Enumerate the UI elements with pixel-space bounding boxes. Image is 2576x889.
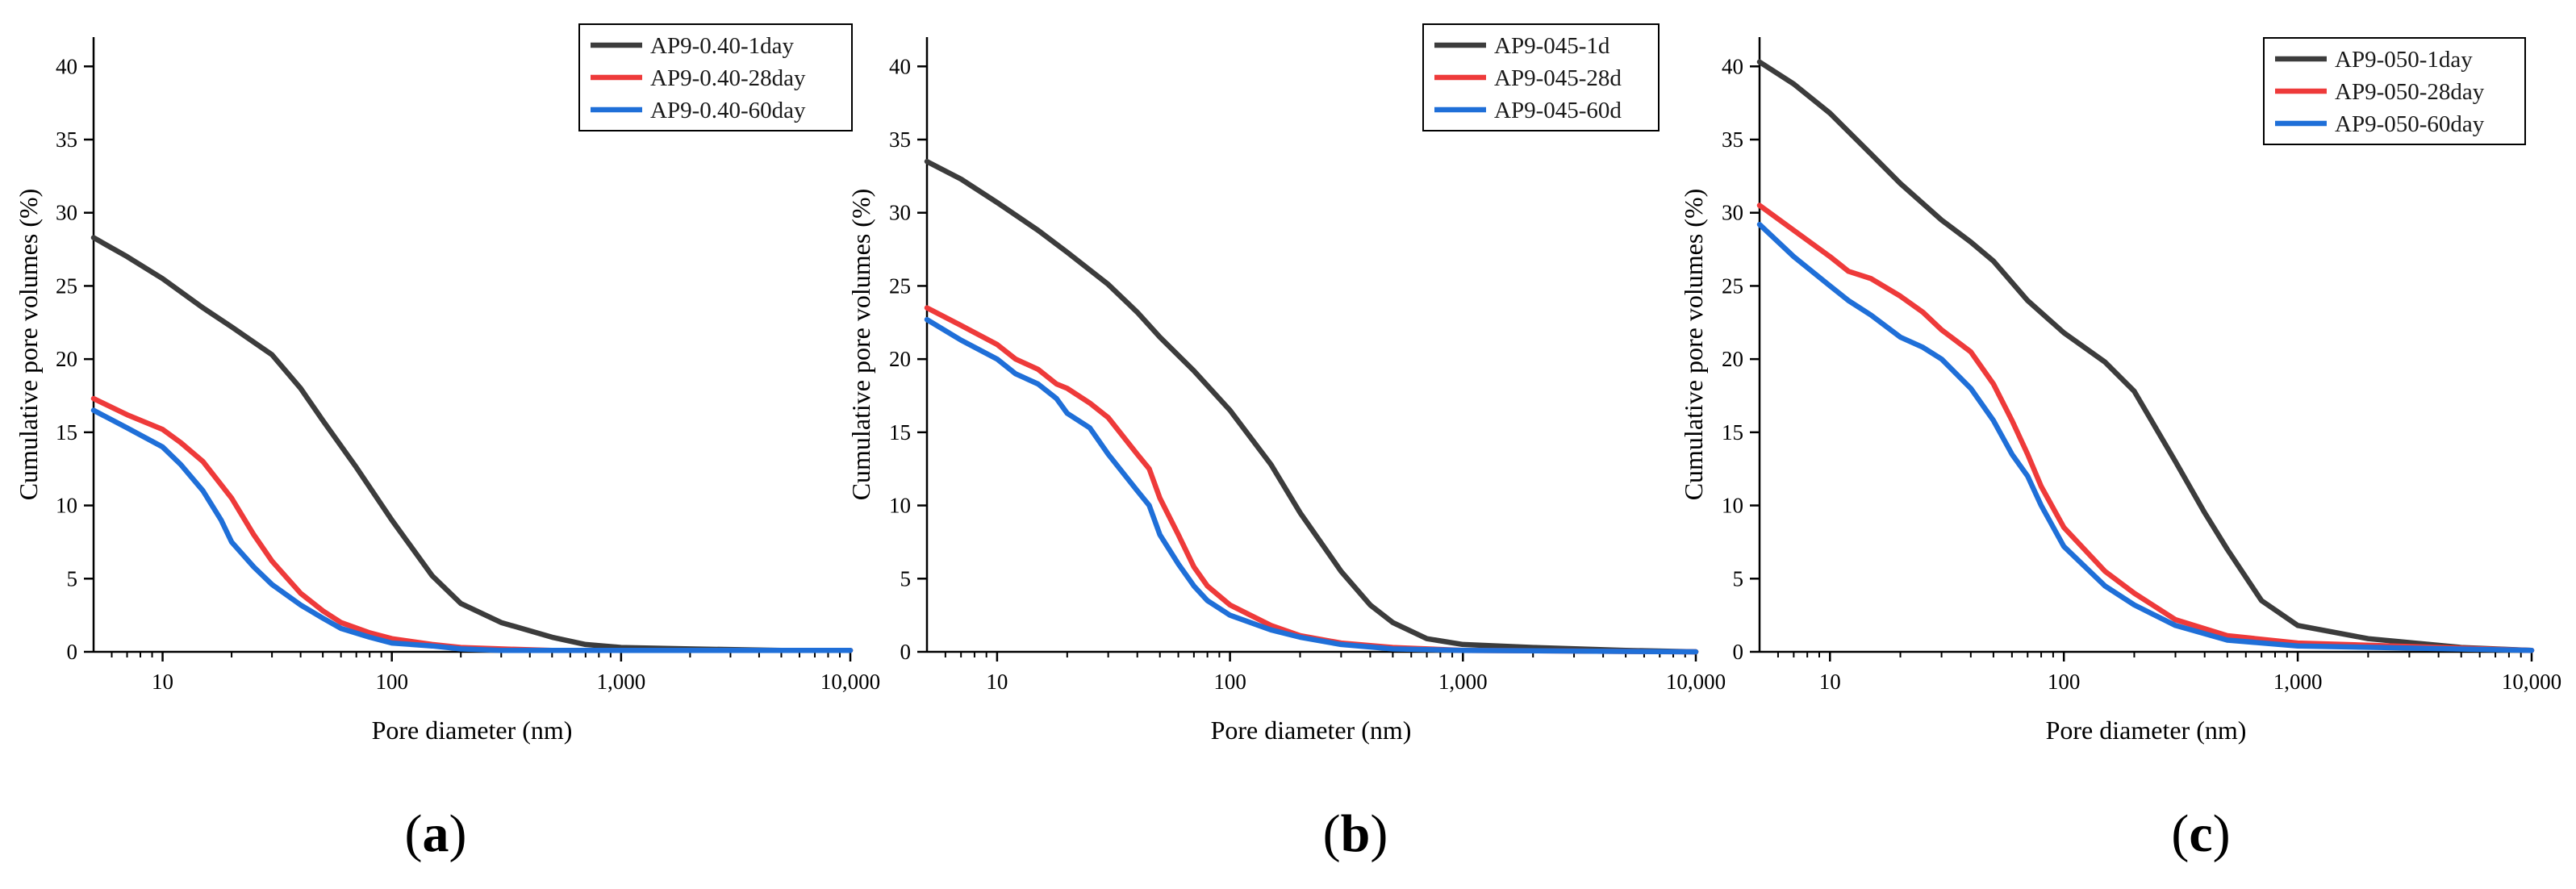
y-tick-label: 40 [1722,54,1743,78]
legend-entry-label: AP9-050-1day [2335,47,2473,73]
y-tick-label: 30 [56,201,77,225]
x-axis-title: Pore diameter (nm) [1211,716,1412,745]
y-axis-title: Cumulative pore volumes (%) [14,189,43,501]
y-axis-title: Cumulative pore volumes (%) [1679,189,1708,501]
x-tick-label: 10 [986,670,1008,694]
y-tick-label: 0 [67,640,78,664]
legend-entry-label: AP9-0.40-60day [650,98,806,123]
panel-label: (a) [405,804,467,863]
x-tick-label: 100 [2048,670,2081,694]
panel-c: 0 5 10 15 20 25 30 35 40 10 100 1,000 10,000 Pore dia… [1679,37,2561,863]
x-tick-label: 1,000 [2273,670,2323,694]
series-line-1 [1756,59,2535,653]
y-tick-label: 5 [67,566,78,591]
y-tick-label: 25 [1722,273,1743,298]
x-tick-label: 1,000 [1438,670,1488,694]
legend-entry-label: AP9-0.40-1day [650,33,795,59]
x-tick-label: 10 [152,670,173,694]
legend-entry-label: AP9-045-28d [1494,65,1622,91]
y-tick-label: 0 [1733,640,1744,664]
legend-entry-label: AP9-0.40-28day [650,65,806,91]
legend-entry-label: AP9-050-60day [2335,111,2485,137]
x-tick-label: 100 [1213,670,1246,694]
panel-label: (c) [2171,804,2230,863]
y-tick-label: 20 [56,347,77,371]
y-tick-label: 25 [56,273,77,298]
legend-entry-label: AP9-045-1d [1494,33,1610,59]
y-tick-label: 40 [889,54,911,78]
x-axis-title: Pore diameter (nm) [372,716,573,745]
x-tick-label: 10,000 [2502,670,2561,694]
y-tick-label: 35 [1722,127,1743,152]
series-line-3 [90,407,854,653]
y-tick-label: 20 [889,347,911,371]
y-tick-label: 10 [56,494,77,518]
y-tick-label: 35 [889,127,911,152]
panel-a: 0 5 10 15 20 25 30 35 40 10 100 1,000 10,000 Pore dia… [14,23,880,863]
y-tick-label: 25 [889,273,911,298]
y-tick-label: 5 [900,566,912,591]
series-line-1 [90,235,854,653]
legend-entry-label: AP9-050-28day [2335,79,2485,105]
series-line-2 [1756,202,2535,653]
y-axis-title: Cumulative pore volumes (%) [846,189,875,501]
y-tick-label: 40 [56,54,77,78]
y-tick-label: 10 [1722,494,1743,518]
x-tick-label: 10,000 [1666,670,1726,694]
x-tick-label: 100 [375,670,408,694]
legend-entry-label: AP9-045-60d [1494,98,1622,123]
y-tick-label: 15 [56,420,77,444]
y-tick-label: 30 [889,201,911,225]
y-tick-label: 0 [900,640,912,664]
y-tick-label: 5 [1733,566,1744,591]
series-line-3 [924,316,1699,655]
panel-b: 0 5 10 15 20 25 30 35 40 10 100 1,000 10,000 Pore dia… [846,23,1726,863]
x-tick-label: 10 [1819,670,1841,694]
panel-label: (b) [1323,804,1388,863]
y-tick-label: 30 [1722,201,1743,225]
y-tick-label: 15 [1722,420,1743,444]
x-tick-label: 10,000 [820,670,880,694]
series-line-1 [924,158,1699,655]
x-axis-title: Pore diameter (nm) [2046,716,2247,745]
y-tick-label: 15 [889,420,911,444]
x-tick-label: 1,000 [596,670,645,694]
y-tick-label: 10 [889,494,911,518]
y-tick-label: 20 [1722,347,1743,371]
series-line-3 [1756,221,2535,653]
y-tick-label: 35 [56,127,77,152]
